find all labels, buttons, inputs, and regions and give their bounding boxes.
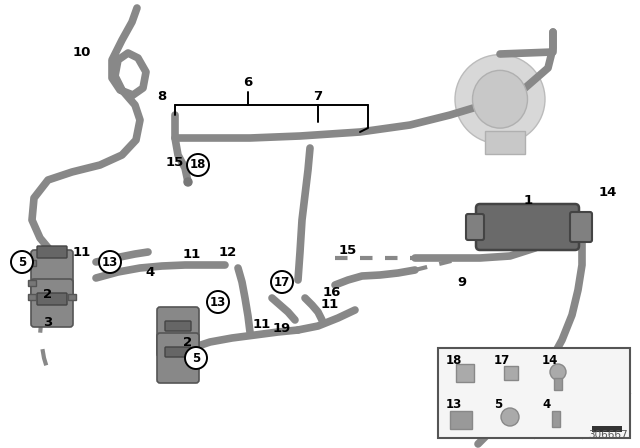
Circle shape — [11, 251, 33, 273]
Text: 13: 13 — [102, 255, 118, 268]
Text: 14: 14 — [542, 354, 558, 367]
Text: 306667: 306667 — [588, 430, 628, 440]
FancyBboxPatch shape — [157, 333, 199, 383]
FancyBboxPatch shape — [37, 293, 67, 305]
Text: 17: 17 — [274, 276, 290, 289]
Text: 4: 4 — [145, 266, 155, 279]
Text: 6: 6 — [243, 76, 253, 89]
Text: 3: 3 — [44, 315, 52, 328]
FancyBboxPatch shape — [31, 250, 73, 300]
Text: 11: 11 — [253, 319, 271, 332]
Text: 13: 13 — [210, 296, 226, 309]
Text: 5: 5 — [494, 398, 502, 411]
Circle shape — [271, 271, 293, 293]
Bar — [28, 294, 36, 300]
FancyBboxPatch shape — [466, 214, 484, 240]
Circle shape — [550, 364, 566, 380]
Bar — [456, 364, 474, 382]
Text: 4: 4 — [542, 398, 550, 411]
Circle shape — [207, 291, 229, 313]
Bar — [438, 348, 630, 438]
FancyBboxPatch shape — [570, 212, 592, 242]
Ellipse shape — [455, 55, 545, 144]
Text: 15: 15 — [339, 244, 357, 257]
Text: 5: 5 — [18, 255, 26, 268]
Bar — [68, 294, 76, 300]
Circle shape — [187, 154, 209, 176]
Text: 17: 17 — [494, 354, 510, 367]
Text: 18: 18 — [446, 354, 462, 367]
Circle shape — [184, 178, 192, 186]
Text: 13: 13 — [446, 398, 462, 411]
Circle shape — [185, 347, 207, 369]
Text: 10: 10 — [73, 46, 91, 59]
Text: 16: 16 — [323, 285, 341, 298]
Text: 11: 11 — [73, 246, 91, 258]
Bar — [554, 378, 562, 390]
Bar — [450, 411, 472, 429]
Bar — [592, 426, 622, 432]
Bar — [28, 260, 36, 266]
FancyBboxPatch shape — [37, 246, 67, 258]
FancyBboxPatch shape — [165, 321, 191, 331]
Bar — [552, 411, 560, 427]
Text: 2: 2 — [44, 289, 52, 302]
Text: 7: 7 — [314, 90, 323, 103]
Ellipse shape — [472, 70, 527, 128]
Text: 11: 11 — [183, 249, 201, 262]
Text: 8: 8 — [157, 90, 166, 103]
Circle shape — [99, 251, 121, 273]
Text: 19: 19 — [273, 322, 291, 335]
Text: 11: 11 — [321, 298, 339, 311]
Text: 12: 12 — [219, 246, 237, 258]
FancyBboxPatch shape — [165, 347, 191, 357]
Text: 15: 15 — [166, 155, 184, 168]
Text: 1: 1 — [524, 194, 532, 207]
Text: 5: 5 — [192, 352, 200, 365]
Bar — [28, 280, 36, 286]
Circle shape — [190, 165, 200, 175]
Text: 9: 9 — [458, 276, 467, 289]
Text: 14: 14 — [599, 185, 617, 198]
FancyBboxPatch shape — [31, 279, 73, 327]
Circle shape — [501, 408, 519, 426]
Bar — [504, 366, 518, 380]
Text: 18: 18 — [190, 159, 206, 172]
FancyBboxPatch shape — [485, 131, 525, 154]
FancyBboxPatch shape — [157, 307, 199, 357]
Text: 2: 2 — [184, 336, 193, 349]
FancyBboxPatch shape — [476, 204, 579, 250]
